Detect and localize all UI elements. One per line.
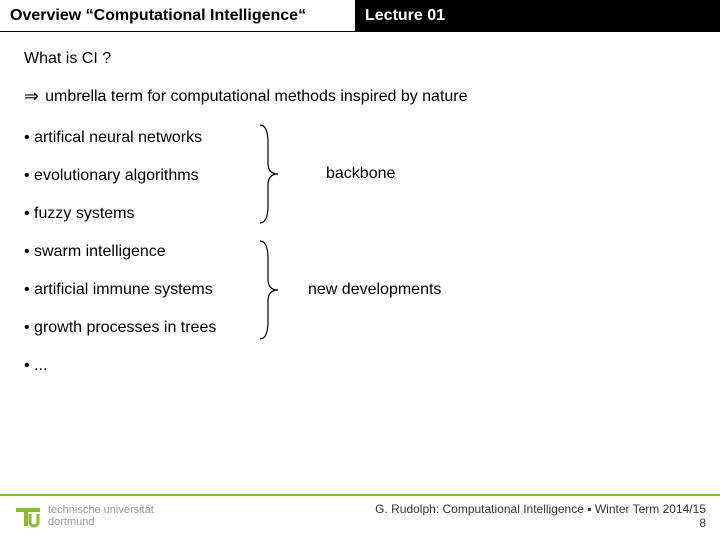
implies-arrow: ⇒ bbox=[24, 86, 39, 107]
slide-number: 8 bbox=[375, 516, 706, 530]
list-item: • artificial immune systems bbox=[24, 281, 216, 299]
logo-line2: dortmund bbox=[48, 516, 154, 528]
slide-header: Overview “Computational Intelligence“ Le… bbox=[0, 0, 720, 32]
slide-content: What is CI ? ⇒ umbrella term for computa… bbox=[0, 32, 720, 409]
group2-label: new developments bbox=[308, 281, 441, 299]
question-text: What is CI ? bbox=[24, 50, 696, 68]
list-item: • swarm intelligence bbox=[24, 243, 216, 261]
group1-label: backbone bbox=[326, 165, 395, 183]
footer-attribution: G. Rudolph: Computational Intelligence ▪… bbox=[375, 502, 706, 516]
topic-list: • artifical neural networks • evolutiona… bbox=[24, 129, 216, 395]
brace-icon bbox=[256, 239, 280, 341]
logo-line1: technische universität bbox=[48, 504, 154, 516]
brace-icon bbox=[256, 123, 280, 225]
logo-text: technische universität dortmund bbox=[48, 504, 154, 528]
list-item: • growth processes in trees bbox=[24, 319, 216, 337]
list-item: • evolutionary algorithms bbox=[24, 167, 216, 185]
tu-logo-icon bbox=[14, 502, 42, 530]
header-right-title: Lecture 01 bbox=[355, 0, 720, 31]
list-item: • fuzzy systems bbox=[24, 205, 216, 223]
definition-line: ⇒ umbrella term for computational method… bbox=[24, 86, 696, 107]
list-area: • artifical neural networks • evolutiona… bbox=[24, 129, 696, 409]
header-left-title: Overview “Computational Intelligence“ bbox=[0, 0, 355, 31]
definition-text: umbrella term for computational methods … bbox=[45, 88, 467, 106]
footer-right: G. Rudolph: Computational Intelligence ▪… bbox=[375, 502, 706, 530]
divider-line bbox=[0, 494, 720, 496]
list-item: • artifical neural networks bbox=[24, 129, 216, 147]
list-item: • ... bbox=[24, 357, 216, 375]
university-logo: technische universität dortmund bbox=[14, 502, 154, 530]
